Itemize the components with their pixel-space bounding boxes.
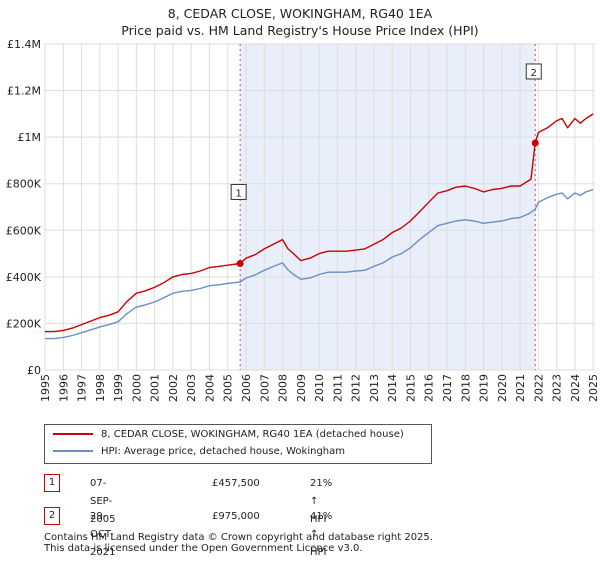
footer-line: Contains HM Land Registry data © Crown c…	[44, 532, 433, 543]
x-tick-label: 2018	[459, 374, 472, 402]
ownership-shaded-region	[240, 44, 536, 370]
price-chart: £0 £200K £400K £600K £800K £1M £1.2M £1.4M 1995 1…	[6, 38, 600, 402]
x-tick-label: 1997	[76, 374, 89, 402]
x-tick-label: 2014	[386, 374, 399, 402]
sale-point	[236, 259, 244, 267]
y-tick-label: £1M	[18, 131, 42, 144]
y-tick-label: £800K	[6, 178, 42, 191]
x-tick-label: 1996	[57, 374, 70, 402]
x-tick-label: 2006	[240, 374, 253, 402]
transaction-price: £457,500	[212, 478, 260, 489]
legend: 8, CEDAR CLOSE, WOKINGHAM, RG40 1EA (det…	[44, 424, 432, 464]
x-tick-label: 2002	[167, 374, 180, 402]
x-tick-label: 2012	[350, 374, 363, 402]
y-tick-label: £0	[27, 364, 41, 377]
sale-label-number: 1	[235, 188, 241, 199]
y-tick-label: £200K	[6, 317, 42, 330]
x-tick-label: 2011	[331, 374, 344, 402]
x-tick-label: 2017	[441, 374, 454, 402]
transaction-date: 07-SEP-2005	[90, 478, 116, 525]
property-series-line	[45, 113, 594, 333]
x-tick-label: 2021	[514, 374, 527, 402]
x-tick-label: 2015	[404, 374, 417, 402]
legend-item-property: 8, CEDAR CLOSE, WOKINGHAM, RG40 1EA (det…	[53, 427, 404, 443]
x-tick-label: 2001	[149, 374, 162, 402]
legend-property-label: 8, CEDAR CLOSE, WOKINGHAM, RG40 1EA (det…	[101, 429, 404, 440]
sale-label-box	[525, 63, 542, 80]
sale-point	[531, 139, 539, 147]
transaction-date: 29-OCT-2021	[90, 511, 116, 558]
x-tick-label: 2003	[185, 374, 198, 402]
x-tick-label: 2005	[222, 374, 235, 402]
y-tick-label: £1.4M	[7, 38, 41, 51]
hpi-series-line	[45, 188, 594, 340]
legend-item-hpi: HPI: Average price, detached house, Woki…	[53, 444, 345, 460]
transaction-number-badge: 2	[44, 507, 60, 525]
x-tick-label: 2000	[130, 374, 143, 402]
x-tick-label: 2016	[423, 374, 436, 402]
x-tick-label: 2013	[368, 374, 381, 402]
x-tick-label: 1999	[112, 374, 125, 402]
transaction-price: £975,000	[212, 511, 260, 522]
y-tick-label: £400K	[6, 271, 42, 284]
footer-line: This data is licensed under the Open Gov…	[44, 543, 363, 554]
sale-label-number: 2	[531, 68, 537, 79]
x-tick-label: 2008	[277, 374, 290, 402]
x-tick-label: 2023	[551, 374, 564, 402]
x-tick-label: 1998	[94, 374, 107, 402]
x-tick-label: 2022	[532, 374, 545, 402]
transaction-hpi: 41% ↑ HPI	[310, 511, 333, 558]
x-tick-label: 1995	[39, 374, 52, 402]
x-tick-label: 2020	[496, 374, 509, 402]
y-tick-label: £600K	[6, 224, 42, 237]
chart-subtitle: Price paid vs. HM Land Registry's House …	[121, 23, 479, 38]
hpi-line-swatch	[53, 450, 93, 452]
x-tick-label: 2007	[258, 374, 271, 402]
x-tick-label: 2010	[313, 374, 326, 402]
x-tick-label: 2019	[478, 374, 491, 402]
property-line-swatch	[53, 433, 93, 435]
transaction-hpi: 21% ↑ HPI	[310, 478, 333, 525]
x-tick-label: 2009	[295, 374, 308, 402]
legend-hpi-label: HPI: Average price, detached house, Woki…	[101, 446, 345, 457]
sale-label-box	[230, 183, 247, 200]
x-tick-label: 2024	[569, 374, 582, 402]
x-tick-label: 2025	[587, 374, 600, 402]
x-tick-label: 2004	[203, 374, 216, 402]
chart-title: 8, CEDAR CLOSE, WOKINGHAM, RG40 1EA	[167, 6, 433, 21]
footer: Contains HM Land Registry data © Crown c…	[44, 532, 433, 554]
transaction-number-badge: 1	[44, 474, 60, 492]
y-tick-label: £1.2M	[7, 85, 41, 98]
